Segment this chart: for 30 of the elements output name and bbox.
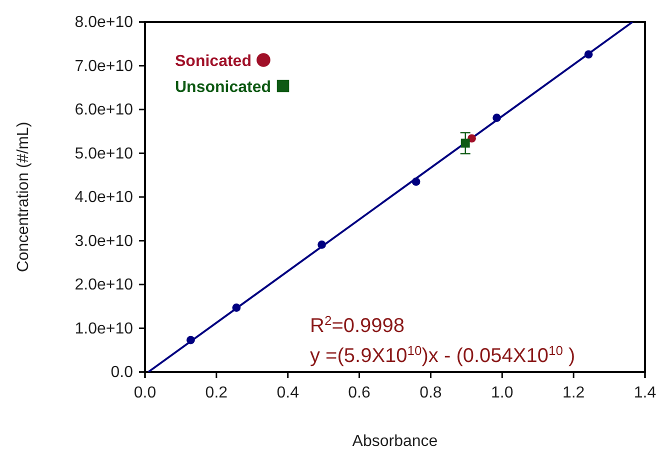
y-tick-label: 8.0e+10: [74, 14, 134, 32]
y-tick-label: 1.0e+10: [74, 320, 134, 338]
point: [186, 336, 195, 344]
legend-label: Unsonicated: [175, 79, 272, 96]
annotation: R$^{2}$=0.9998: [310, 312, 405, 337]
x-tick-label: 0.2: [205, 384, 228, 402]
annotation: y =(5.9X10$^{10}$)x - (0.054X10$^{10}$ ): [310, 342, 576, 367]
x-tick-label: 1.2: [562, 384, 585, 402]
point: [318, 240, 326, 249]
y-tick-label: 3.0e+10: [74, 232, 134, 250]
point: [584, 50, 593, 59]
x-axis-title: Absorbance: [352, 433, 438, 450]
point: [412, 178, 420, 186]
x-tick-label: 1.4: [634, 384, 656, 402]
point: [460, 138, 470, 148]
point: [232, 304, 241, 312]
y-tick-label: 5.0e+10: [74, 145, 134, 162]
x-tick-label: 0.4: [276, 384, 300, 402]
y-axis-title: Concentration (#/mL): [15, 122, 32, 272]
y-tick-label: 0.0: [110, 364, 134, 382]
x-tick-label: 0.6: [348, 384, 371, 402]
x-tick-label: 0.0: [134, 384, 156, 402]
legend-label: Sonicated: [175, 53, 252, 70]
y-tick-label: 4.0e+10: [74, 189, 134, 206]
point: [492, 114, 501, 122]
y-tick-label: 2.0e+10: [74, 276, 134, 294]
y-tick-label: 7.0e+10: [74, 58, 134, 75]
y-tick-label: 6.0e+10: [74, 102, 134, 119]
x-tick-label: 1.0: [491, 384, 514, 402]
x-tick-label: 0.8: [420, 384, 442, 402]
